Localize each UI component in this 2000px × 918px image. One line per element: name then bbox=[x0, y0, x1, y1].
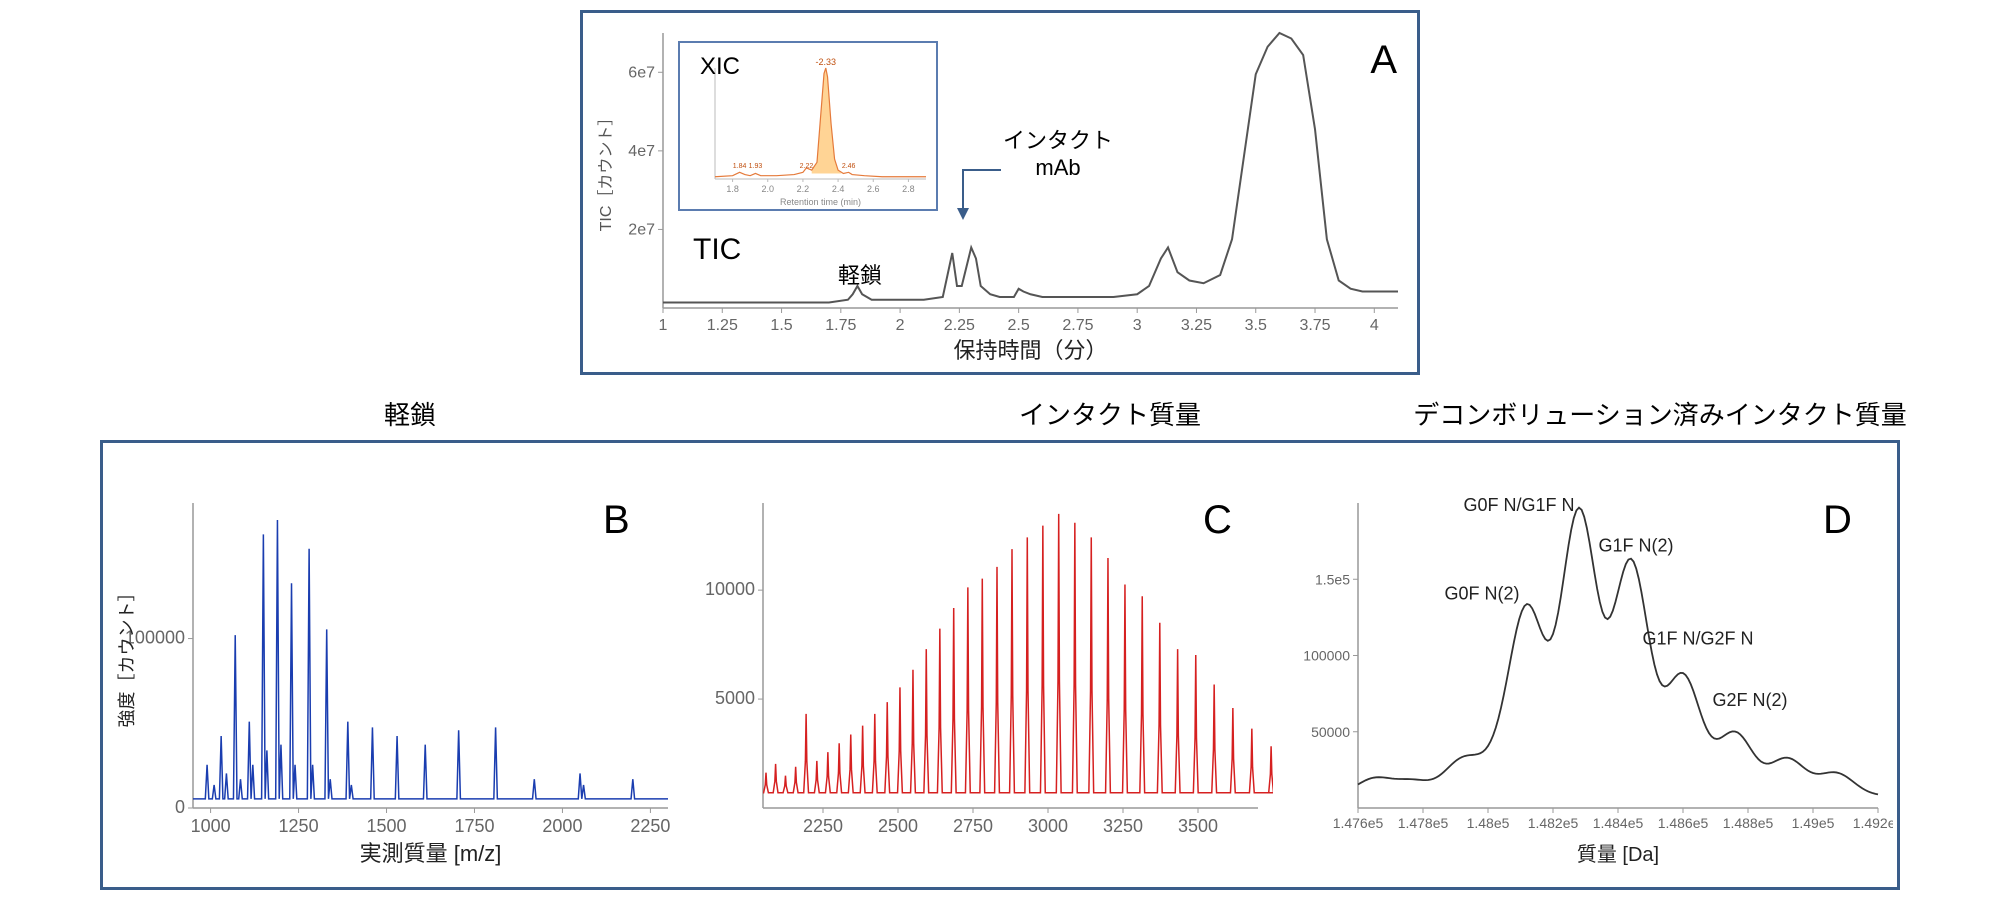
svg-text:5000: 5000 bbox=[715, 688, 755, 708]
panel-b-title: 軽鎖 bbox=[260, 395, 560, 432]
svg-text:G0F N(2): G0F N(2) bbox=[1444, 584, 1519, 604]
svg-text:2.46: 2.46 bbox=[842, 163, 856, 170]
svg-text:保持時間（分）: 保持時間（分） bbox=[953, 338, 1107, 363]
svg-text:G2F N(2): G2F N(2) bbox=[1712, 690, 1787, 710]
svg-text:1.48e5: 1.48e5 bbox=[1467, 815, 1510, 831]
svg-text:3500: 3500 bbox=[1178, 816, 1218, 836]
svg-text:1.5: 1.5 bbox=[770, 317, 792, 334]
svg-text:2000: 2000 bbox=[542, 816, 582, 836]
svg-text:1.93: 1.93 bbox=[749, 163, 763, 170]
svg-text:Retention time (min): Retention time (min) bbox=[780, 197, 861, 207]
svg-text:3.5: 3.5 bbox=[1245, 317, 1267, 334]
svg-text:G1F N/G2F N: G1F N/G2F N bbox=[1642, 629, 1753, 649]
svg-text:2250: 2250 bbox=[630, 816, 670, 836]
intact-arrow bbox=[953, 168, 1013, 228]
svg-text:2750: 2750 bbox=[953, 816, 993, 836]
svg-text:1.488e5: 1.488e5 bbox=[1723, 815, 1774, 831]
svg-text:10000: 10000 bbox=[705, 579, 755, 599]
svg-text:4e7: 4e7 bbox=[628, 143, 655, 160]
svg-text:1750: 1750 bbox=[454, 816, 494, 836]
svg-text:実測質量 [m/z]: 実測質量 [m/z] bbox=[360, 841, 502, 866]
svg-text:3.75: 3.75 bbox=[1299, 317, 1330, 334]
xic-label: XIC bbox=[700, 53, 740, 81]
svg-text:1.484e5: 1.484e5 bbox=[1593, 815, 1644, 831]
svg-text:1.486e5: 1.486e5 bbox=[1658, 815, 1709, 831]
panel-b-chart: 1000125015001750200022500100000実測質量 [m/z… bbox=[113, 463, 683, 873]
svg-text:2.6: 2.6 bbox=[867, 184, 880, 194]
svg-text:4: 4 bbox=[1370, 317, 1379, 334]
svg-text:G0F N/G1F N: G0F N/G1F N bbox=[1463, 495, 1574, 515]
svg-text:3250: 3250 bbox=[1103, 816, 1143, 836]
svg-text:1500: 1500 bbox=[366, 816, 406, 836]
intact-mab-label: インタクト mAb bbox=[1003, 123, 1113, 181]
svg-text:2.5: 2.5 bbox=[1008, 317, 1030, 334]
svg-text:3000: 3000 bbox=[1028, 816, 1068, 836]
svg-text:2250: 2250 bbox=[803, 816, 843, 836]
svg-text:6e7: 6e7 bbox=[628, 64, 655, 81]
light-chain-label: 軽鎖 bbox=[838, 258, 882, 290]
svg-text:50000: 50000 bbox=[1311, 724, 1350, 740]
panel-c-letter: C bbox=[1203, 498, 1232, 543]
svg-text:1.49e5: 1.49e5 bbox=[1792, 815, 1835, 831]
svg-text:TIC［カウント］: TIC［カウント］ bbox=[597, 110, 615, 232]
svg-text:1.478e5: 1.478e5 bbox=[1398, 815, 1449, 831]
svg-text:1.25: 1.25 bbox=[707, 317, 738, 334]
svg-text:質量 [Da]: 質量 [Da] bbox=[1577, 843, 1659, 866]
svg-text:3.25: 3.25 bbox=[1181, 317, 1212, 334]
svg-text:1000: 1000 bbox=[191, 816, 231, 836]
panel-a-frame: A 2e74e76e711.251.51.7522.252.52.7533.25… bbox=[580, 10, 1420, 375]
svg-text:1: 1 bbox=[659, 317, 668, 334]
svg-text:2.4: 2.4 bbox=[832, 184, 845, 194]
svg-text:2.25: 2.25 bbox=[944, 317, 975, 334]
svg-text:2.22: 2.22 bbox=[800, 163, 814, 170]
panel-b-letter: B bbox=[603, 498, 630, 543]
panel-c-chart: 2250 2500 2750 3000 3250 3500 5000 10000 bbox=[703, 463, 1273, 873]
tic-label: TIC bbox=[693, 233, 741, 267]
svg-text:0: 0 bbox=[175, 797, 185, 817]
svg-text:2.2: 2.2 bbox=[797, 184, 810, 194]
svg-text:-2.33: -2.33 bbox=[816, 57, 837, 67]
svg-text:2.0: 2.0 bbox=[761, 184, 774, 194]
svg-text:1.8: 1.8 bbox=[726, 184, 739, 194]
bottom-frame: 1000 1250 1500 1750 2000 2250 0 100000 実測質量 [m/z… bbox=[100, 440, 1900, 890]
svg-text:1250: 1250 bbox=[279, 816, 319, 836]
panel-d-chart: 1.476e5 1.478e5 1.48e5 1.482e5 1.484e5 1.486e… bbox=[1293, 463, 1893, 873]
svg-text:2.75: 2.75 bbox=[1062, 317, 1093, 334]
svg-text:強度［カウント］: 強度［カウント］ bbox=[117, 584, 137, 728]
svg-text:G1F N(2): G1F N(2) bbox=[1598, 536, 1673, 556]
svg-text:1.492e5: 1.492e5 bbox=[1853, 815, 1893, 831]
svg-text:2: 2 bbox=[896, 317, 905, 334]
panelD.letter: D bbox=[1823, 498, 1852, 543]
svg-text:2.8: 2.8 bbox=[902, 184, 915, 194]
svg-text:1.476e5: 1.476e5 bbox=[1333, 815, 1384, 831]
panel-c-title: インタクト質量 bbox=[960, 395, 1260, 432]
svg-text:2500: 2500 bbox=[878, 816, 918, 836]
xic-inset: XIC 1.8 2.0 2.2 2.4 2.6 2.8 Retention time (mi… bbox=[678, 41, 938, 211]
svg-text:1.75: 1.75 bbox=[825, 317, 856, 334]
svg-text:1.5e5: 1.5e5 bbox=[1315, 571, 1350, 587]
svg-text:1.482e5: 1.482e5 bbox=[1528, 815, 1579, 831]
svg-text:3: 3 bbox=[1133, 317, 1142, 334]
panel-d-title: デコンボリューション済みインタクト質量 bbox=[1400, 395, 1920, 432]
svg-text:1.84: 1.84 bbox=[733, 163, 747, 170]
svg-text:2e7: 2e7 bbox=[628, 221, 655, 238]
svg-text:100000: 100000 bbox=[1303, 648, 1350, 664]
